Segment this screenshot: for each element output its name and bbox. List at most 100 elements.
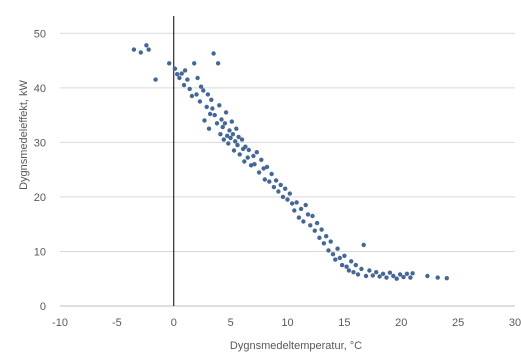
data-point — [185, 77, 190, 82]
data-point — [175, 72, 180, 77]
x-tick-label: 25 — [452, 317, 464, 329]
data-point — [391, 273, 396, 279]
data-point — [278, 182, 283, 188]
data-point — [314, 220, 320, 226]
data-point — [380, 271, 386, 276]
x-tick-labels: -10 -5 0 5 10 15 20 25 30 — [52, 317, 521, 329]
data-point — [210, 106, 215, 111]
data-point — [218, 132, 223, 137]
data-point — [326, 248, 331, 253]
data-point — [280, 194, 286, 200]
data-point — [397, 272, 403, 277]
data-point — [195, 75, 200, 81]
y-tick-label: 30 — [34, 137, 46, 149]
data-point — [387, 270, 393, 275]
data-point — [344, 264, 349, 269]
x-tick-label: 10 — [281, 317, 293, 329]
data-point — [229, 119, 234, 124]
data-point — [303, 202, 308, 208]
data-point — [339, 262, 345, 268]
data-point — [330, 252, 336, 257]
data-point — [264, 164, 270, 170]
data-point — [435, 275, 440, 280]
x-tick-label: 0 — [171, 317, 177, 329]
data-point — [211, 51, 216, 56]
data-point — [292, 208, 297, 213]
data-point — [351, 270, 356, 275]
data-point — [384, 275, 389, 280]
data-point — [236, 134, 241, 140]
data-point — [349, 259, 354, 264]
data-point — [401, 274, 406, 280]
data-point — [289, 201, 295, 206]
data-point — [198, 84, 204, 89]
data-point — [153, 77, 158, 82]
data-point — [234, 126, 239, 131]
data-point — [205, 92, 211, 97]
data-point — [404, 271, 410, 276]
data-point — [146, 47, 151, 52]
data-point — [239, 137, 245, 142]
data-point — [172, 66, 178, 71]
data-point — [138, 50, 143, 55]
data-point — [189, 93, 195, 99]
y-axis-title: Dygnsmedeleffekt, kW — [18, 79, 30, 189]
data-point — [262, 177, 267, 182]
data-point — [408, 275, 413, 280]
x-tick-label: -10 — [52, 317, 68, 329]
data-point — [227, 128, 232, 133]
data-point — [177, 75, 182, 81]
x-tick-label: 5 — [228, 317, 234, 329]
data-point — [131, 47, 137, 52]
data-point — [346, 268, 352, 273]
x-tick-label: -5 — [112, 317, 122, 329]
data-point — [337, 255, 342, 261]
data-point — [214, 121, 220, 126]
data-point — [308, 223, 313, 228]
data-point — [254, 150, 259, 155]
data-point — [394, 276, 399, 281]
data-point — [225, 133, 230, 138]
data-point — [228, 135, 233, 141]
data-point — [221, 137, 226, 142]
data-point — [204, 104, 209, 110]
data-point — [230, 132, 236, 137]
data-point — [359, 266, 364, 272]
data-point — [215, 61, 221, 66]
data-point — [317, 235, 322, 240]
data-point — [144, 43, 149, 48]
y-tick-label: 0 — [40, 301, 46, 313]
data-point — [324, 234, 329, 239]
data-point — [237, 152, 242, 157]
data-point — [206, 126, 212, 131]
x-tick-label: 15 — [338, 317, 350, 329]
data-point — [194, 92, 199, 97]
data-point — [212, 112, 217, 118]
data-point — [231, 148, 237, 153]
data-point — [342, 253, 347, 258]
y-tick-label: 20 — [34, 192, 46, 204]
data-point — [425, 273, 430, 279]
data-point — [167, 61, 172, 66]
x-tick-label: 20 — [395, 317, 407, 329]
data-point — [233, 139, 238, 144]
data-point — [267, 179, 272, 184]
data-point — [361, 242, 366, 248]
data-point — [319, 227, 324, 232]
data-point — [294, 200, 299, 205]
data-point — [367, 268, 372, 273]
data-point — [235, 142, 240, 148]
data-point — [285, 197, 290, 202]
data-point — [259, 157, 264, 162]
data-point — [246, 147, 251, 153]
data-point — [182, 68, 188, 73]
data-point — [333, 257, 338, 262]
y-tick-labels: 0 10 20 30 40 50 — [34, 28, 46, 313]
data-point — [187, 86, 192, 92]
data-point — [251, 153, 256, 159]
data-point — [273, 178, 279, 183]
data-point — [243, 144, 248, 149]
data-point — [261, 166, 266, 171]
data-point — [305, 212, 311, 217]
data-point — [312, 228, 317, 233]
